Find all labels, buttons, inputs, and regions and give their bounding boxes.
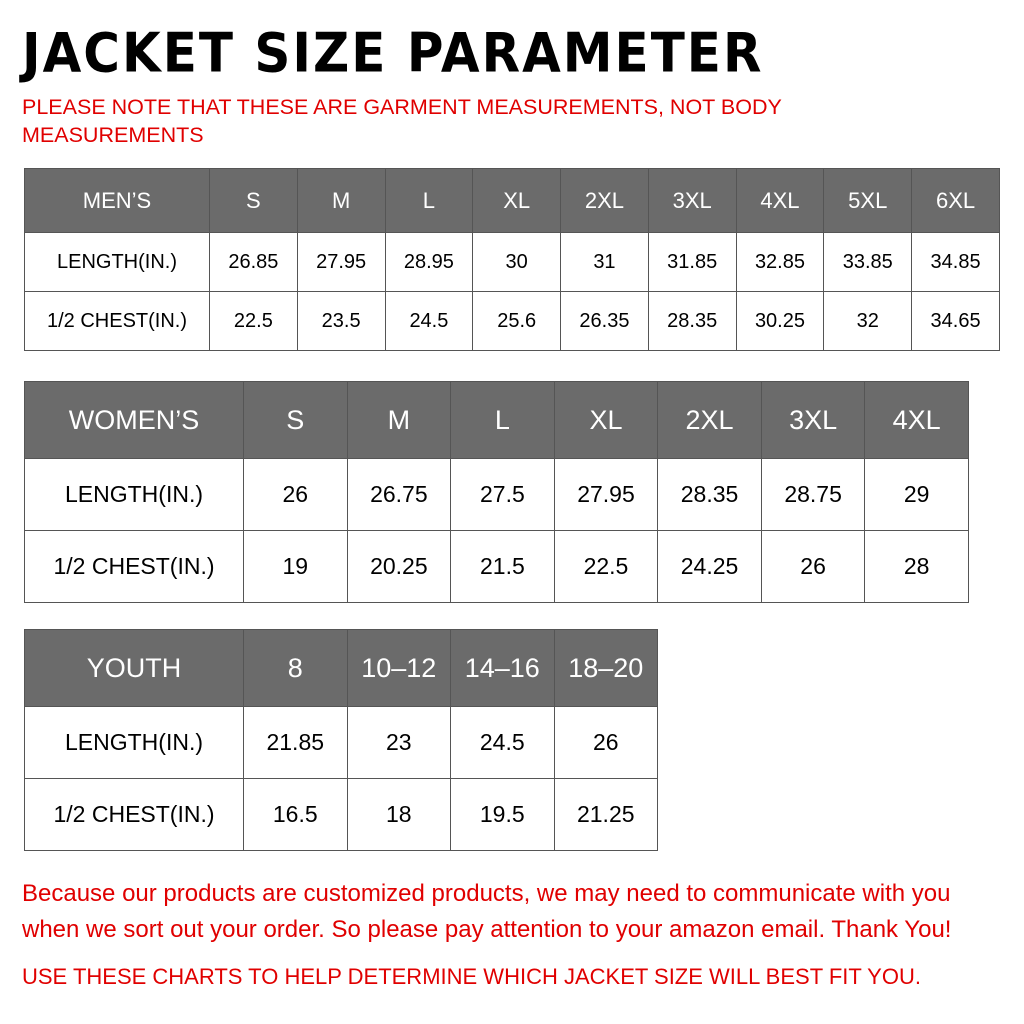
men-length-row-cell: 32.85 bbox=[735, 232, 825, 292]
men-chest-row-cell: 22.5 bbox=[209, 291, 298, 351]
youth-chest-row-cell: 19.5 bbox=[450, 778, 555, 851]
women-length-row: LENGTH(IN.) 26 26.75 27.5 27.95 28.35 28.75 29 bbox=[24, 458, 969, 531]
youth-size-table: YOUTH 8 10–12 14–16 18–20 LENGTH(IN.) 21.85 23 2… bbox=[24, 629, 658, 851]
youth-chest-row-cell: 18 bbox=[346, 778, 451, 851]
men-length-row-cell: 31 bbox=[560, 232, 649, 292]
men-chest-row: 1/2 CHEST(IN.) 22.5 23.5 24.5 25.6 26.35 28.35… bbox=[24, 291, 1000, 351]
women-chest-row-cell: 21.5 bbox=[450, 530, 555, 603]
women-header-row-cell: M bbox=[346, 381, 452, 459]
women-length-row-cell: 27.5 bbox=[450, 458, 555, 531]
men-chest-row-cell: 28.35 bbox=[647, 291, 737, 351]
women-length-row-cell: 29 bbox=[864, 458, 969, 531]
women-header-row-cell: L bbox=[450, 381, 555, 459]
men-header-row-cell: XL bbox=[472, 168, 562, 233]
women-header-row-cell: 4XL bbox=[864, 381, 969, 459]
women-header-row-cell: 2XL bbox=[657, 381, 762, 459]
women-chest-row-cell: 20.25 bbox=[346, 530, 452, 603]
men-header-row-cell: 5XL bbox=[823, 168, 913, 233]
men-length-row-cell: 34.85 bbox=[911, 232, 1000, 292]
men-length-row-cell: 27.95 bbox=[296, 232, 386, 292]
customization-message: Because our products are customized prod… bbox=[22, 880, 952, 943]
women-chest-row-cell: 28 bbox=[864, 530, 969, 603]
men-chest-row-cell: 32 bbox=[823, 291, 913, 351]
men-chest-row-cell: 26.35 bbox=[560, 291, 649, 351]
men-header-row-cell: L bbox=[384, 168, 474, 233]
men-chest-row-cell: 23.5 bbox=[296, 291, 386, 351]
men-header-row-label: MEN’S bbox=[24, 168, 210, 233]
men-header-row: MEN’S S M L XL 2XL 3XL 4XL 5XL 6XL bbox=[24, 168, 1000, 233]
garment-measurement-note: PLEASE NOTE THAT THESE ARE GARMENT MEASU… bbox=[22, 95, 782, 147]
youth-length-row-cell: 24.5 bbox=[450, 706, 555, 779]
youth-length-row-cell: 26 bbox=[553, 706, 658, 779]
youth-header-row-cell: 18–20 bbox=[553, 629, 658, 707]
women-chest-row-cell: 22.5 bbox=[553, 530, 659, 603]
women-length-row-label: LENGTH(IN.) bbox=[24, 458, 244, 531]
youth-chest-row: 1/2 CHEST(IN.) 16.5 18 19.5 21.25 bbox=[24, 778, 658, 851]
women-length-row-cell: 27.95 bbox=[553, 458, 659, 531]
page-title: JACKET SIZE PARAMETER bbox=[22, 22, 764, 85]
men-header-row-cell: 3XL bbox=[647, 168, 737, 233]
women-chest-row: 1/2 CHEST(IN.) 19 20.25 21.5 22.5 24.25 26 28 bbox=[24, 530, 969, 603]
men-header-row-cell: 6XL bbox=[911, 168, 1000, 233]
chart-instruction: USE THESE CHARTS TO HELP DETERMINE WHICH… bbox=[22, 964, 921, 989]
men-length-row-cell: 33.85 bbox=[823, 232, 913, 292]
women-length-row-cell: 26 bbox=[243, 458, 348, 531]
youth-header-row: YOUTH 8 10–12 14–16 18–20 bbox=[24, 629, 658, 707]
women-size-table: WOMEN’S S M L XL 2XL 3XL 4XL LENGTH(IN.) 26 26.75 2… bbox=[24, 381, 969, 603]
men-size-table: MEN’S S M L XL 2XL 3XL 4XL 5XL 6XL LENGTH(IN.) 26.8… bbox=[24, 168, 1000, 351]
women-header-row: WOMEN’S S M L XL 2XL 3XL 4XL bbox=[24, 381, 969, 459]
men-length-row-cell: 26.85 bbox=[209, 232, 298, 292]
youth-header-row-cell: 10–12 bbox=[346, 629, 451, 707]
men-length-row: LENGTH(IN.) 26.85 27.95 28.95 30 31 31.85 32.85… bbox=[24, 232, 1000, 292]
men-length-row-cell: 30 bbox=[472, 232, 562, 292]
men-chest-row-label: 1/2 CHEST(IN.) bbox=[24, 291, 210, 351]
women-header-row-label: WOMEN’S bbox=[24, 381, 244, 459]
women-chest-row-label: 1/2 CHEST(IN.) bbox=[24, 530, 244, 603]
men-length-row-cell: 28.95 bbox=[384, 232, 474, 292]
men-header-row-cell: M bbox=[296, 168, 386, 233]
youth-length-row: LENGTH(IN.) 21.85 23 24.5 26 bbox=[24, 706, 658, 779]
men-chest-row-cell: 25.6 bbox=[472, 291, 562, 351]
women-chest-row-cell: 19 bbox=[243, 530, 348, 603]
youth-length-row-cell: 23 bbox=[346, 706, 451, 779]
men-header-row-cell: 2XL bbox=[560, 168, 649, 233]
youth-chest-row-cell: 16.5 bbox=[243, 778, 348, 851]
women-length-row-cell: 28.75 bbox=[760, 458, 866, 531]
youth-chest-row-label: 1/2 CHEST(IN.) bbox=[24, 778, 244, 851]
women-length-row-cell: 28.35 bbox=[657, 458, 762, 531]
women-chest-row-cell: 26 bbox=[760, 530, 866, 603]
youth-length-row-label: LENGTH(IN.) bbox=[24, 706, 244, 779]
men-chest-row-cell: 30.25 bbox=[735, 291, 825, 351]
men-header-row-cell: S bbox=[209, 168, 298, 233]
men-header-row-cell: 4XL bbox=[735, 168, 825, 233]
women-header-row-cell: S bbox=[243, 381, 348, 459]
women-header-row-cell: XL bbox=[553, 381, 659, 459]
youth-header-row-cell: 14–16 bbox=[450, 629, 555, 707]
men-chest-row-cell: 34.65 bbox=[911, 291, 1000, 351]
men-length-row-label: LENGTH(IN.) bbox=[24, 232, 210, 292]
youth-length-row-cell: 21.85 bbox=[243, 706, 348, 779]
youth-header-row-label: YOUTH bbox=[24, 629, 244, 707]
women-length-row-cell: 26.75 bbox=[346, 458, 452, 531]
men-length-row-cell: 31.85 bbox=[647, 232, 737, 292]
youth-chest-row-cell: 21.25 bbox=[553, 778, 658, 851]
youth-header-row-cell: 8 bbox=[243, 629, 348, 707]
women-header-row-cell: 3XL bbox=[760, 381, 866, 459]
men-chest-row-cell: 24.5 bbox=[384, 291, 474, 351]
women-chest-row-cell: 24.25 bbox=[657, 530, 762, 603]
